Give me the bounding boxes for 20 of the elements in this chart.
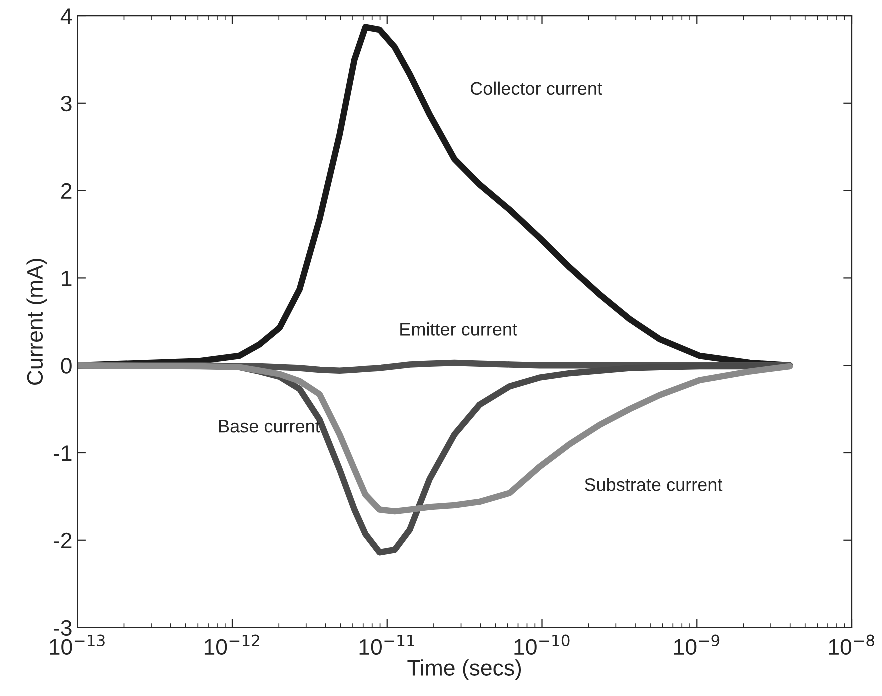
x-tick-label: 10$^{−10}$: [514, 634, 570, 656]
y-tick-label: 4: [60, 8, 72, 24]
y-tick-label: -2: [54, 532, 72, 548]
x-tick-label: 10$^{−9}$: [674, 634, 720, 656]
x-axis-title: Time (secs): [408, 660, 522, 680]
y-tick-label: 2: [62, 183, 72, 199]
x-tick-label: 10$^{−11}$: [360, 635, 414, 656]
x-tick-label: 10$^{−13}$: [50, 634, 105, 656]
series-label: Base current: [219, 420, 320, 433]
y-tick-label: 3: [61, 96, 72, 112]
series-label: Substrate current: [585, 478, 723, 492]
y-tick-label: 1: [62, 270, 72, 286]
y-tick-label: 0: [61, 358, 72, 374]
x-tick-label: 10$^{−8}$: [829, 634, 874, 656]
y-tick-label: -1: [54, 446, 72, 462]
y-axis-title: Current (mA): [26, 259, 48, 385]
series-label: Emitter current: [400, 322, 518, 336]
y-tick-label: -3: [54, 620, 72, 636]
text: Collector current: [470, 82, 602, 96]
x-tick-label: 10$^{−12}$: [204, 634, 260, 656]
